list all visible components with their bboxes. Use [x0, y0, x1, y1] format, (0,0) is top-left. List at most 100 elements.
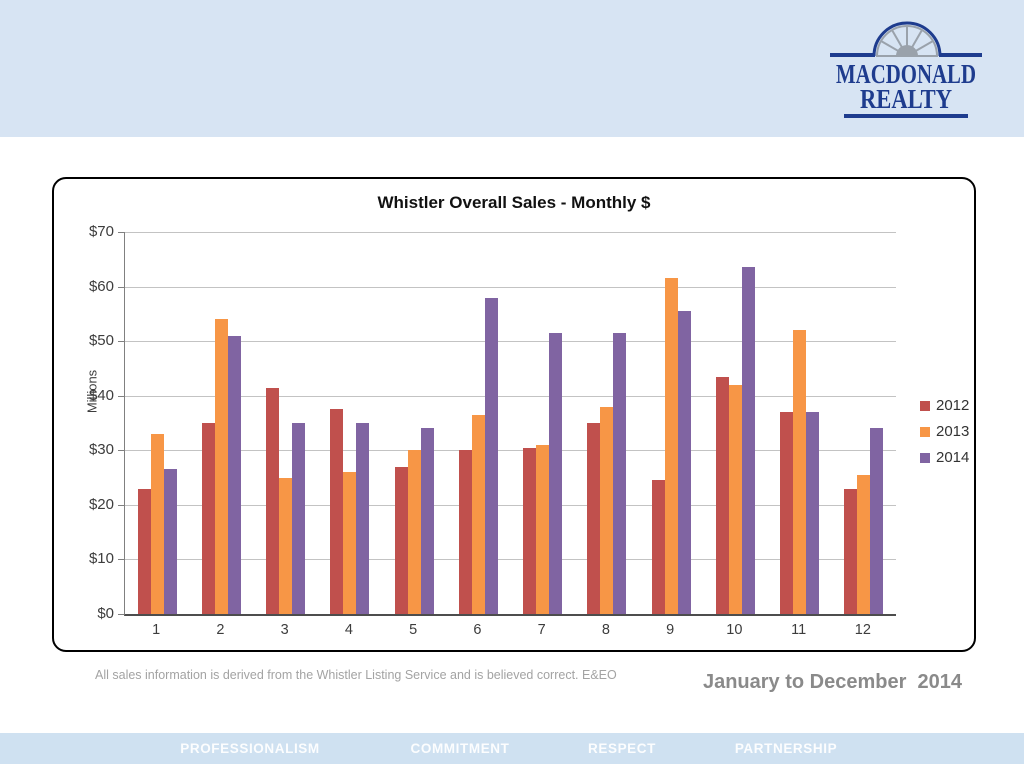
- bar-2013-month-8: [600, 406, 614, 614]
- logo-line1: MACDONALD: [836, 59, 976, 89]
- bar-2012-month-3: [266, 387, 280, 614]
- gridline: [125, 341, 896, 343]
- y-tick-label: $70: [88, 223, 114, 240]
- bar-2012-month-6: [458, 450, 472, 614]
- footer-value-partnership: PARTNERSHIP: [734, 741, 838, 756]
- logo-right-rule: [939, 53, 982, 57]
- legend-label: 2013: [936, 423, 970, 440]
- bar-2014-month-6: [484, 297, 498, 614]
- footer-value-professionalism: PROFESSIONALISM: [180, 741, 320, 756]
- y-tick-mark: [118, 395, 124, 397]
- bar-2013-month-9: [664, 278, 678, 614]
- bar-2014-month-7: [549, 332, 563, 614]
- x-tick-label: 5: [409, 622, 418, 638]
- bar-2013-month-1: [150, 433, 164, 614]
- chart-legend: 2012 2013 2014: [920, 397, 969, 475]
- x-tick-label: 2: [216, 622, 225, 638]
- bar-2014-month-8: [613, 332, 627, 614]
- bar-2013-month-10: [728, 384, 742, 614]
- legend-item-2012: 2012: [920, 397, 969, 414]
- logo-left-rule: [830, 53, 875, 57]
- x-tick-label: 1: [152, 622, 161, 638]
- legend-swatch-icon: [920, 452, 930, 463]
- logo-bottom-rule: [844, 114, 968, 118]
- y-tick-mark: [118, 614, 124, 615]
- y-tick-mark: [118, 559, 124, 561]
- bar-2014-month-2: [227, 335, 241, 614]
- gridline: [125, 450, 896, 452]
- bar-2012-month-1: [137, 488, 151, 614]
- footer-band: PROFESSIONALISM COMMITMENT RESPECT PARTN…: [0, 733, 1024, 764]
- bar-2014-month-1: [163, 469, 177, 614]
- disclaimer-text: All sales information is derived from th…: [95, 668, 617, 682]
- x-tick-label: 11: [791, 622, 807, 638]
- bar-2014-month-12: [870, 428, 884, 614]
- macdonald-realty-logo: MACDONALD REALTY: [830, 21, 982, 118]
- bar-2013-month-5: [407, 450, 421, 614]
- plot-area: [124, 232, 896, 616]
- bar-2014-month-9: [677, 311, 691, 614]
- header-band: MACDONALD REALTY: [0, 0, 1024, 137]
- bar-2012-month-11: [780, 412, 794, 614]
- bar-2013-month-12: [857, 474, 871, 614]
- y-tick-mark: [118, 504, 124, 506]
- bar-2014-month-5: [420, 428, 434, 614]
- bar-2012-month-4: [330, 409, 344, 614]
- bar-2013-month-4: [343, 472, 357, 614]
- gridline: [125, 504, 896, 506]
- legend-label: 2012: [936, 397, 970, 414]
- x-tick-label: 6: [473, 622, 482, 638]
- gridline: [125, 395, 896, 397]
- date-range-label: January to December 2014: [702, 671, 962, 693]
- gridline: [125, 232, 896, 233]
- legend-swatch-icon: [920, 426, 930, 437]
- legend-item-2014: 2014: [920, 449, 969, 466]
- y-tick-label: $50: [88, 332, 114, 350]
- y-tick-label: $60: [88, 277, 114, 295]
- bar-2014-month-4: [356, 423, 370, 614]
- y-tick-label: $40: [88, 386, 114, 404]
- bar-2012-month-2: [201, 423, 215, 614]
- y-tick-label: $20: [88, 495, 114, 513]
- x-tick-label: 4: [344, 622, 353, 638]
- logo-line2: REALTY: [860, 84, 952, 114]
- x-tick-label: 8: [601, 622, 610, 638]
- bar-2013-month-6: [471, 414, 485, 614]
- chart-title: Whistler Overall Sales - Monthly $: [377, 193, 651, 212]
- y-tick-label: $0: [97, 605, 114, 622]
- x-tick-label: 7: [537, 622, 546, 638]
- x-tick-label: 9: [666, 622, 675, 638]
- chart-container: Whistler Overall Sales - Monthly $ Milli…: [52, 177, 976, 652]
- gridline: [125, 559, 896, 561]
- bar-2013-month-11: [793, 330, 807, 614]
- bar-2014-month-3: [292, 423, 306, 614]
- footer-value-commitment: COMMITMENT: [410, 741, 510, 756]
- y-tick-mark: [118, 341, 124, 343]
- bar-2013-month-3: [279, 477, 293, 614]
- y-tick-label: $30: [88, 441, 114, 459]
- y-tick-label: $10: [88, 550, 114, 568]
- bar-2012-month-7: [523, 447, 537, 614]
- y-tick-mark: [118, 286, 124, 288]
- bar-2012-month-8: [587, 423, 601, 614]
- bar-2014-month-10: [741, 267, 755, 614]
- y-tick-mark: [118, 450, 124, 452]
- bar-2013-month-7: [536, 444, 550, 614]
- bar-2012-month-12: [844, 488, 858, 614]
- legend-item-2013: 2013: [920, 423, 969, 440]
- legend-label: 2014: [936, 449, 970, 466]
- legend-swatch-icon: [920, 400, 930, 411]
- x-tick-label: 3: [280, 622, 289, 638]
- bar-2012-month-5: [394, 466, 408, 614]
- bar-2013-month-2: [214, 319, 228, 614]
- gridline: [125, 286, 896, 288]
- bar-2012-month-9: [651, 480, 665, 614]
- y-tick-mark: [118, 232, 124, 233]
- x-tick-label: 10: [726, 622, 743, 638]
- bar-2012-month-10: [715, 376, 729, 614]
- bar-2014-month-11: [806, 412, 820, 614]
- fan-arch-icon: [872, 21, 942, 57]
- footer-value-respect: RESPECT: [588, 741, 656, 756]
- x-tick-label: 12: [854, 622, 871, 638]
